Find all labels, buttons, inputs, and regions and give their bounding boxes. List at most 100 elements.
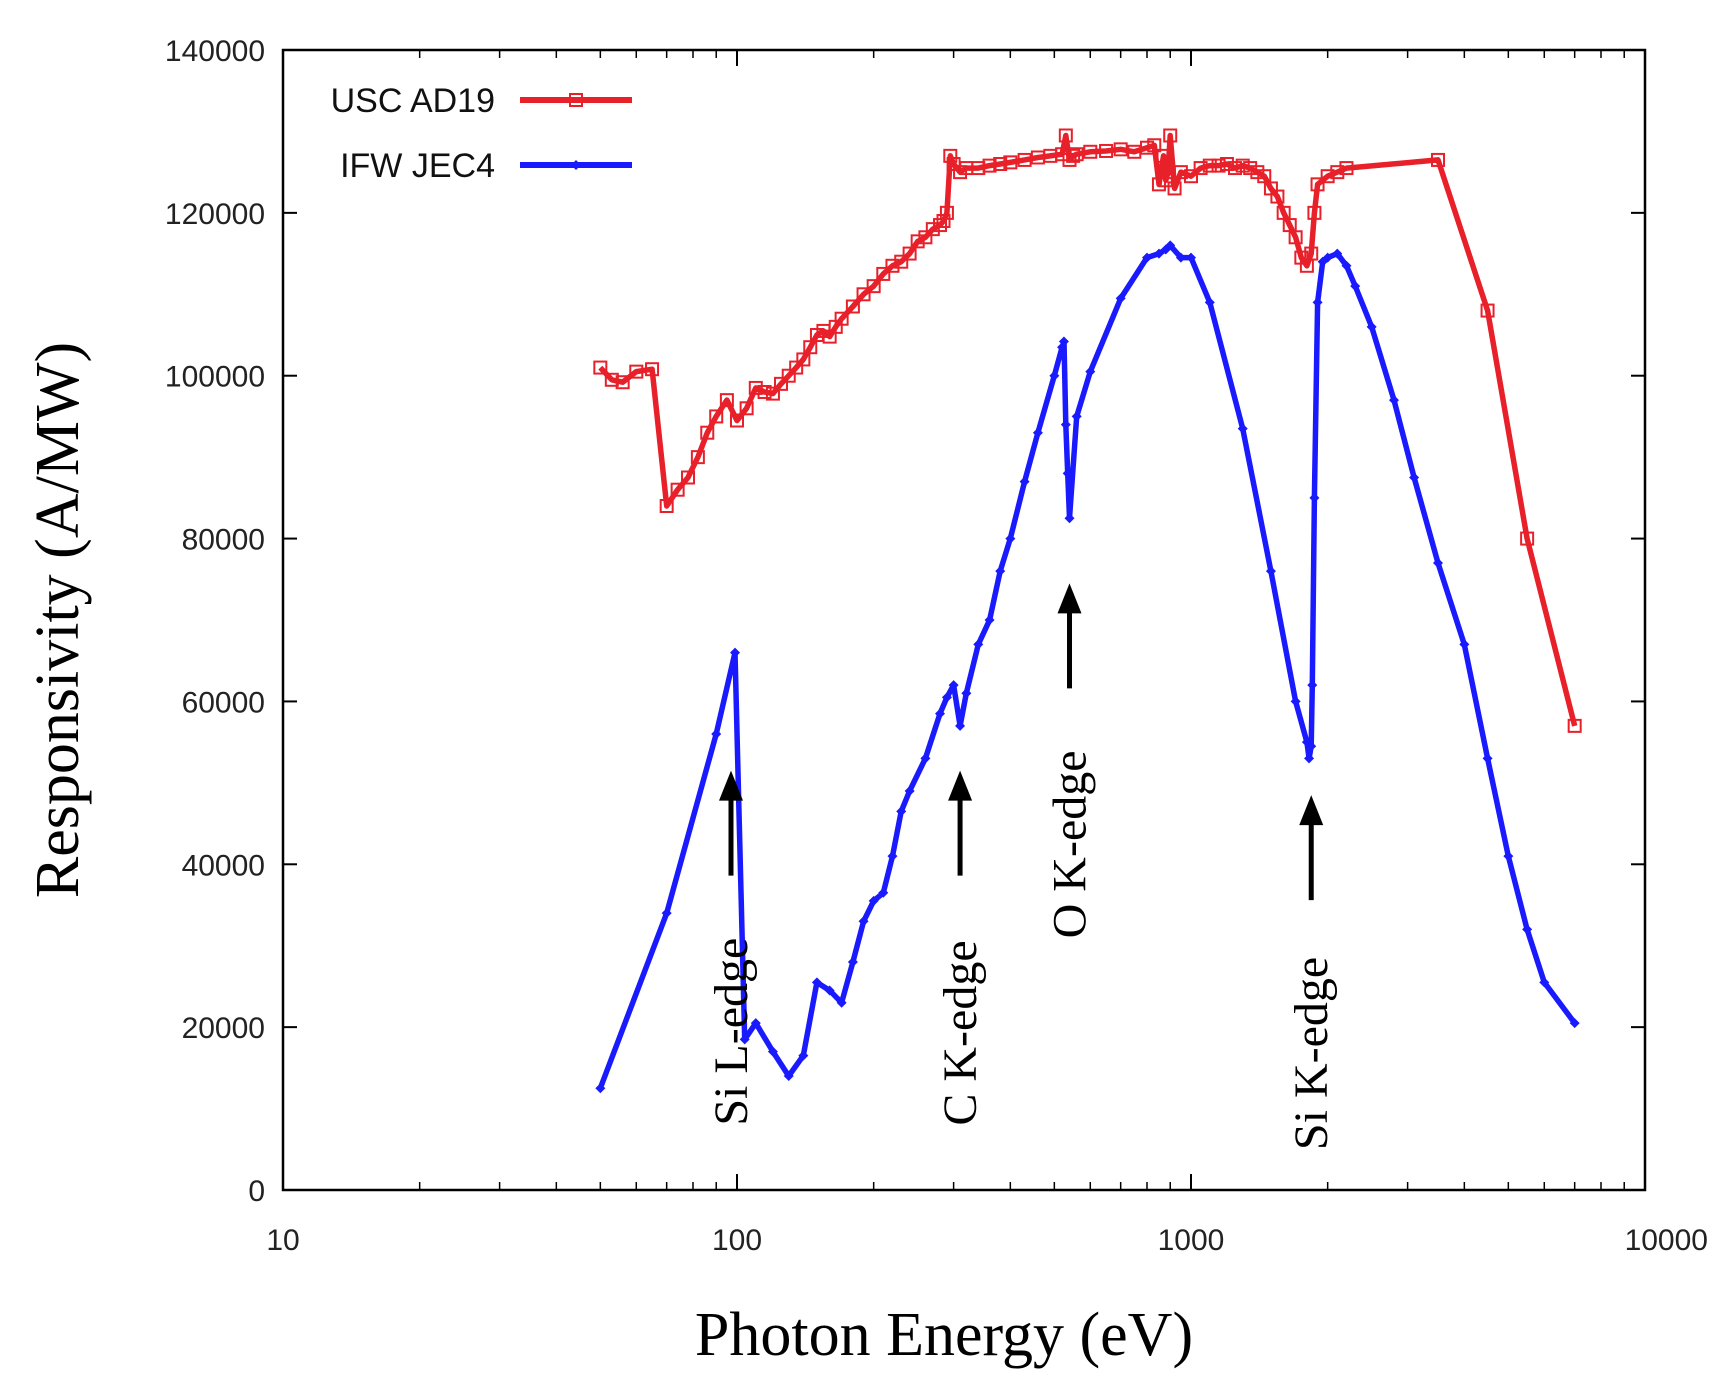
data-point — [1237, 423, 1248, 434]
data-point — [1307, 680, 1318, 691]
data-point — [856, 287, 871, 302]
data-point — [1066, 148, 1081, 163]
data-point — [1058, 128, 1073, 143]
data-point — [935, 708, 946, 719]
data-point — [1569, 1018, 1580, 1029]
data-point — [765, 386, 780, 401]
data-point — [730, 647, 741, 658]
data-point — [1165, 240, 1176, 251]
data-point — [783, 1071, 794, 1081]
x-tick-label: 10000 — [1625, 1224, 1708, 1257]
data-point — [918, 230, 933, 245]
data-point — [847, 957, 858, 967]
series-line — [598, 132, 1578, 727]
data-point — [1173, 165, 1188, 180]
data-point — [1320, 169, 1335, 184]
data-point — [995, 566, 1006, 577]
data-point — [885, 258, 900, 273]
data-point — [1147, 138, 1162, 153]
y-axis-title: Responsivity (A/MW) — [24, 342, 92, 898]
data-point — [811, 977, 822, 988]
data-point — [1288, 230, 1303, 245]
series-ifw-jec4 — [595, 240, 1580, 1094]
data-point — [876, 266, 891, 281]
data-point — [1142, 252, 1153, 263]
data-point — [1184, 169, 1198, 184]
data-point — [1270, 189, 1285, 204]
data-point — [1069, 147, 1084, 162]
plot-frame — [281, 48, 1647, 1192]
data-point — [709, 409, 724, 424]
data-point — [593, 360, 608, 375]
data-point — [1058, 336, 1069, 347]
data-point — [1202, 158, 1217, 173]
data-point — [836, 997, 847, 1008]
legend: USC AD19 IFW JEC4 — [331, 82, 632, 185]
data-point — [973, 639, 984, 650]
data-point — [1064, 513, 1075, 524]
data-point — [1193, 161, 1208, 176]
x-axis-title: Photon Energy (eV) — [695, 1301, 1193, 1369]
data-point — [1049, 370, 1060, 381]
data-point — [1431, 152, 1446, 167]
data-point — [982, 158, 997, 173]
data-point — [1062, 468, 1073, 479]
data-point — [629, 364, 644, 379]
data-point — [1204, 297, 1215, 308]
data-point — [1099, 143, 1114, 158]
data-point — [910, 234, 925, 249]
data-point — [681, 470, 696, 485]
data-point — [1083, 144, 1098, 159]
data-point — [1322, 252, 1333, 263]
data-point — [1482, 753, 1493, 764]
data-point — [868, 895, 879, 906]
legend-marker-diamond — [571, 160, 581, 170]
data-point — [1158, 173, 1173, 188]
data-point — [1019, 476, 1030, 487]
data-point — [1017, 152, 1032, 167]
data-point — [757, 385, 772, 399]
y-tick-label: 60000 — [182, 686, 265, 719]
data-point — [948, 680, 959, 691]
data-point — [1304, 753, 1315, 764]
data-point — [1306, 741, 1317, 752]
data-point — [739, 401, 754, 416]
data-point — [730, 413, 744, 428]
data-point — [936, 214, 951, 228]
data-point — [711, 729, 722, 739]
data-point — [1186, 252, 1196, 263]
data-point — [767, 1046, 778, 1057]
data-point — [1235, 158, 1250, 173]
data-point — [904, 786, 915, 796]
legend-entry-usc-ad19: USC AD19 — [331, 82, 632, 120]
data-point — [845, 299, 860, 314]
data-point — [670, 482, 685, 497]
data-point — [1332, 248, 1343, 259]
arrowhead-icon — [718, 770, 743, 801]
data-point — [902, 246, 917, 261]
data-point — [887, 851, 898, 862]
data-point — [1520, 531, 1535, 546]
y-tick-label: 120000 — [165, 198, 265, 231]
data-point — [993, 157, 1008, 171]
data-point — [1480, 303, 1495, 318]
data-point — [984, 615, 995, 625]
data-point — [896, 806, 907, 817]
data-point — [1003, 155, 1018, 170]
data-point — [1309, 492, 1320, 503]
data-point — [943, 148, 958, 163]
data-point — [690, 450, 705, 465]
data-point — [1219, 157, 1234, 171]
data-point — [615, 375, 630, 390]
data-point — [1539, 977, 1550, 988]
data-point — [1060, 419, 1071, 430]
data-point — [878, 887, 889, 898]
data-point — [1032, 427, 1043, 438]
x-tick-label: 100 — [712, 1224, 762, 1257]
legend-label: USC AD19 — [331, 82, 495, 120]
data-point — [1459, 639, 1470, 650]
legend-entry-ifw-jec4: IFW JEC4 — [340, 147, 632, 185]
arrowhead-icon — [1299, 795, 1324, 826]
x-tick-label: 10 — [266, 1224, 299, 1257]
annotation-label: Si K-edge — [1285, 957, 1338, 1150]
